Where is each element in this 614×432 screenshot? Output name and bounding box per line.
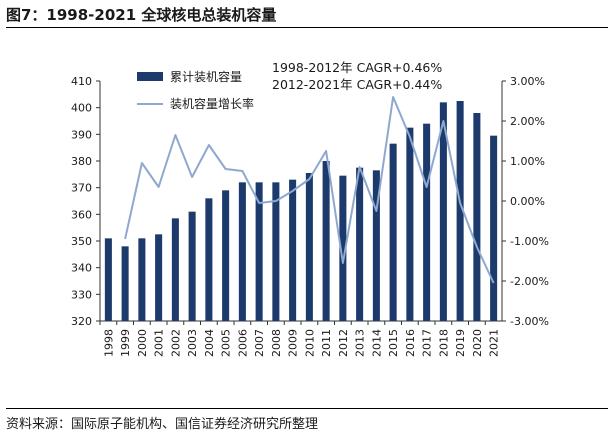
figure-title: 图7：1998-2021 全球核电总装机容量 (6, 4, 276, 25)
x-tick-label: 2018 (437, 329, 450, 357)
x-tick-label: 2017 (421, 329, 434, 357)
x-tick-label: 2015 (387, 329, 400, 357)
right-tick-label: 3.00% (510, 75, 545, 88)
right-tick-label: -3.00% (510, 315, 549, 328)
source-note: 资料来源：国际原子能机构、国信证券经济研究所整理 (6, 413, 318, 432)
x-tick-label: 2002 (169, 329, 182, 357)
left-tick-label: 330 (71, 288, 92, 301)
x-tick-label: 1998 (102, 329, 115, 357)
bar-2017 (423, 124, 430, 321)
bar-2016 (406, 128, 413, 321)
annotation-cagr-1: 1998-2012年 CAGR+0.46% (272, 60, 442, 75)
x-tick-label: 2016 (404, 329, 417, 357)
bar-2020 (473, 113, 480, 321)
bar-2002 (172, 218, 179, 321)
bar-2013 (356, 168, 363, 321)
bar-2021 (490, 136, 497, 321)
x-tick-label: 2020 (471, 329, 484, 357)
x-tick-label: 2007 (253, 329, 266, 357)
x-tick-label: 2010 (303, 329, 316, 357)
bar-2015 (390, 144, 397, 321)
right-tick-label: 1.00% (510, 155, 545, 168)
x-tick-label: 2009 (287, 329, 300, 357)
chart: 320 330 340 350 360 370 380 390 400 410 -3.00% -2.0… (0, 28, 614, 408)
x-tick-label: 2005 (220, 329, 233, 357)
x-tick-label: 2011 (320, 329, 333, 357)
right-tick-label: 2.00% (510, 115, 545, 128)
x-tick-label: 2008 (270, 329, 283, 357)
right-tick-label: -2.00% (510, 275, 549, 288)
x-tick-label: 2012 (337, 329, 350, 357)
x-tick-label: 2014 (370, 329, 383, 357)
bar-1998 (105, 238, 112, 321)
left-tick-label: 370 (71, 182, 92, 195)
x-tick-label: 2000 (136, 329, 149, 357)
bar-2005 (222, 190, 229, 321)
left-tick-label: 340 (71, 262, 92, 275)
right-tick-label: 0.00% (510, 195, 545, 208)
left-tick-label: 400 (71, 102, 92, 115)
x-tick-label: 2013 (354, 329, 367, 357)
left-tick-label: 380 (71, 155, 92, 168)
legend-bar-swatch (137, 72, 163, 81)
x-tick-label: 2001 (153, 329, 166, 357)
left-tick-label: 350 (71, 235, 92, 248)
x-tick-label: 2003 (186, 329, 199, 357)
bar-2009 (289, 180, 296, 321)
bar-2003 (189, 212, 196, 321)
source-rule (6, 408, 608, 409)
legend-bar-label: 累计装机容量 (170, 69, 242, 84)
bar-2011 (323, 161, 330, 321)
left-tick-label: 320 (71, 315, 92, 328)
bar-series (105, 101, 497, 321)
x-tick-label: 2004 (203, 329, 216, 357)
x-tick-label: 2006 (236, 329, 249, 357)
left-tick-label: 390 (71, 128, 92, 141)
bar-2004 (205, 198, 212, 321)
bar-2001 (155, 234, 162, 321)
x-tick-label: 1999 (119, 329, 132, 357)
right-tick-label: -1.00% (510, 235, 549, 248)
bar-2010 (306, 173, 313, 321)
bar-2006 (239, 182, 246, 321)
annotation-cagr-2: 2012-2021年 CAGR+0.44% (272, 77, 442, 92)
bar-2008 (272, 182, 279, 321)
x-tick-label: 2019 (454, 329, 467, 357)
legend: 累计装机容量 装机容量增长率 (137, 69, 254, 111)
bar-1999 (122, 246, 129, 321)
legend-line-label: 装机容量增长率 (170, 96, 254, 111)
bar-2000 (138, 238, 145, 321)
left-tick-label: 360 (71, 208, 92, 221)
left-tick-label: 410 (71, 75, 92, 88)
x-tick-label: 2021 (488, 329, 501, 357)
